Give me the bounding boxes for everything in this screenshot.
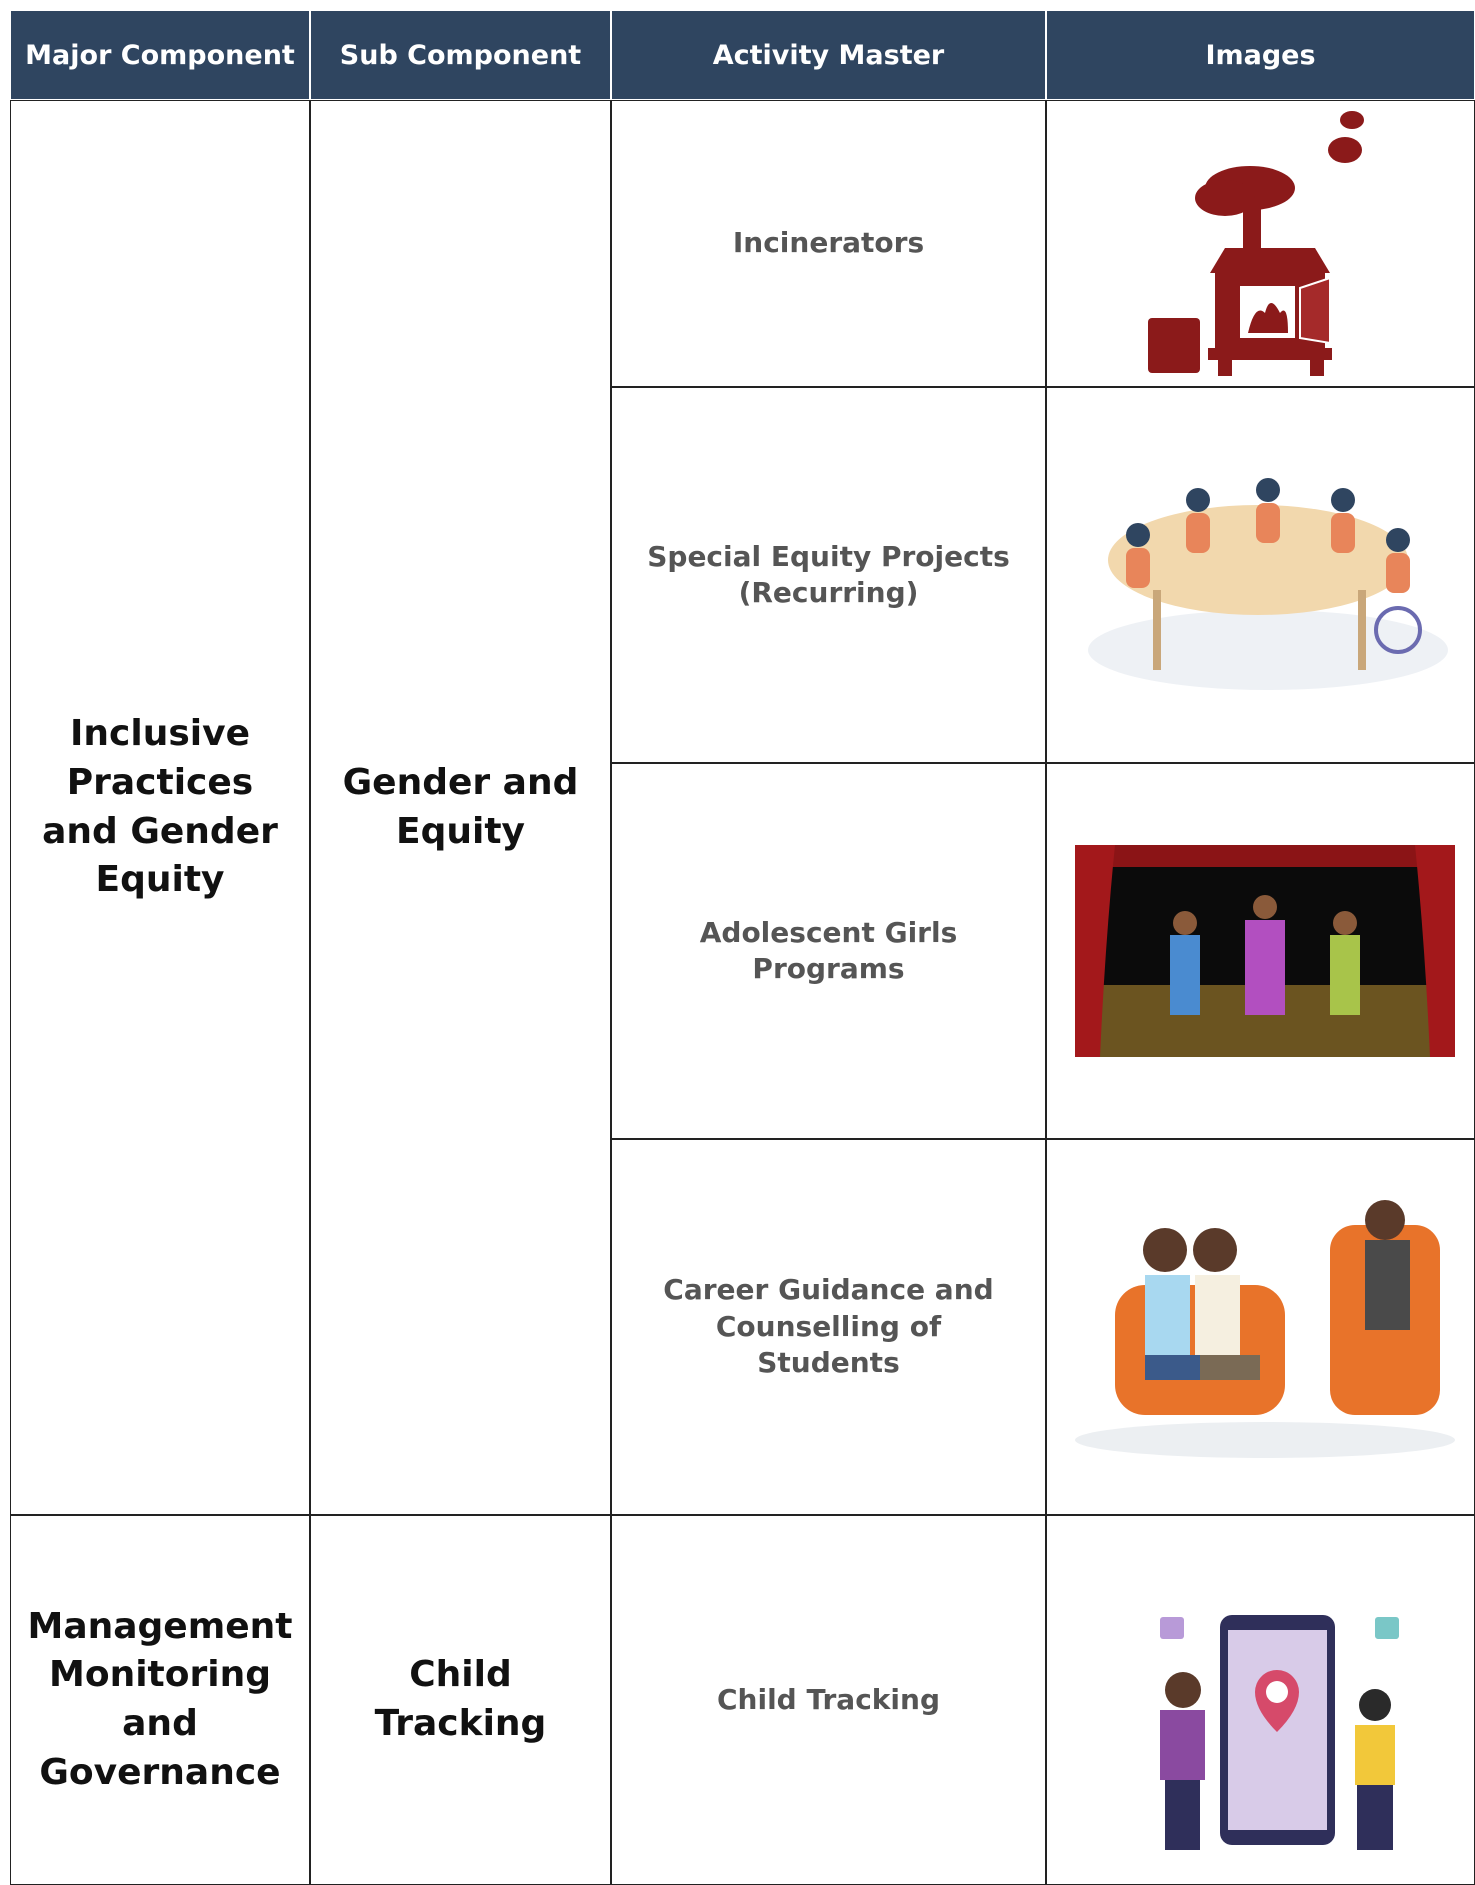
activity-cell: Adolescent Girls Programs — [611, 763, 1046, 1139]
activity-cell-text: Special Equity Projects (Recurring) — [647, 539, 1010, 609]
header-cell: Major Component — [10, 10, 310, 100]
tracking-image — [1160, 1615, 1399, 1850]
activity-cell: Special Equity Projects (Recurring) — [611, 387, 1046, 763]
activity-cell: Incinerators — [611, 100, 1046, 387]
incinerator-image — [1148, 111, 1364, 376]
sub-component-cell: Child Tracking — [310, 1515, 611, 1885]
sub-component-cell-text: Child Tracking — [374, 1654, 547, 1744]
major-component-cell-text: Inclusive Practices and Gender Equity — [42, 713, 278, 901]
major-component-cell: Management Monitoring and Governance — [10, 1515, 310, 1885]
activity-cell-text: Adolescent Girls Programs — [699, 915, 958, 985]
classroom-image — [1088, 478, 1448, 690]
major-component-cell-text: Management Monitoring and Governance — [27, 1605, 293, 1793]
header-cell-text: Images — [1205, 39, 1316, 71]
header-cell-text: Activity Master — [712, 39, 945, 71]
activity-cell-text: Incinerators — [732, 226, 925, 260]
header-cell-text: Major Component — [25, 39, 295, 71]
sub-component-cell-text: Gender and Equity — [342, 761, 579, 852]
header-cell: Sub Component — [310, 10, 611, 100]
activity-cell-text: Career Guidance and Counselling of Stude… — [663, 1273, 994, 1380]
counselling-image — [1075, 1200, 1455, 1458]
stage-image — [1075, 845, 1455, 1057]
sub-component-cell: Gender and Equity — [310, 100, 611, 1515]
major-component-cell: Inclusive Practices and Gender Equity — [10, 100, 310, 1515]
activity-cell: Career Guidance and Counselling of Stude… — [611, 1139, 1046, 1515]
header-cell: Activity Master — [611, 10, 1046, 100]
header-cell-text: Sub Component — [339, 39, 582, 71]
header-cell: Images — [1046, 10, 1475, 100]
activity-cell-text: Child Tracking — [717, 1682, 940, 1716]
activity-cell: Child Tracking — [611, 1515, 1046, 1885]
